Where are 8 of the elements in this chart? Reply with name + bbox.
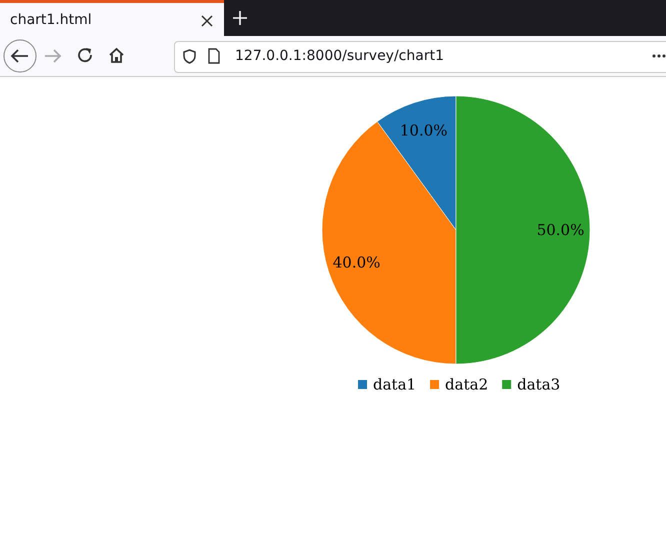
data-label: 10.0% [400, 122, 448, 140]
caption: chart1.html [10, 12, 92, 28]
text: 127.0.0.1:8000/survey/chart1 [235, 48, 444, 64]
legend-label: data3 [517, 376, 560, 394]
legend-label: data1 [373, 376, 416, 394]
data-label: 50.0% [536, 221, 584, 239]
data-label: 40.0% [332, 253, 380, 272]
legend-label: data2 [445, 376, 488, 394]
